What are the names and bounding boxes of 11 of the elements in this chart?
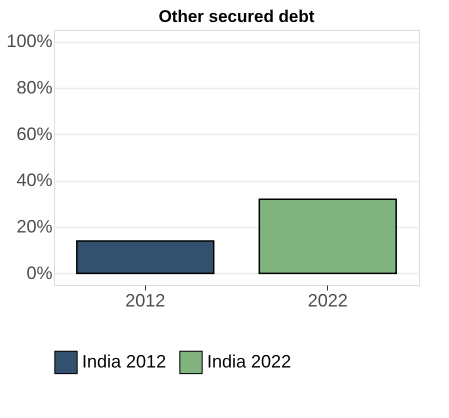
y-tick-label: 80% (16, 77, 52, 98)
chart-title: Other secured debt (158, 7, 315, 26)
legend-label: India 2012 (82, 351, 166, 372)
y-tick-label: 40% (16, 170, 52, 190)
legend-label: India 2022 (207, 351, 292, 372)
x-tick-label: 2012 (125, 290, 166, 310)
y-tick-label: 20% (16, 216, 52, 237)
y-tick-label: 0% (26, 262, 52, 283)
y-tick-label: 100% (6, 31, 52, 52)
x-tick-label: 2022 (308, 290, 348, 310)
y-tick-label: 60% (16, 124, 52, 144)
